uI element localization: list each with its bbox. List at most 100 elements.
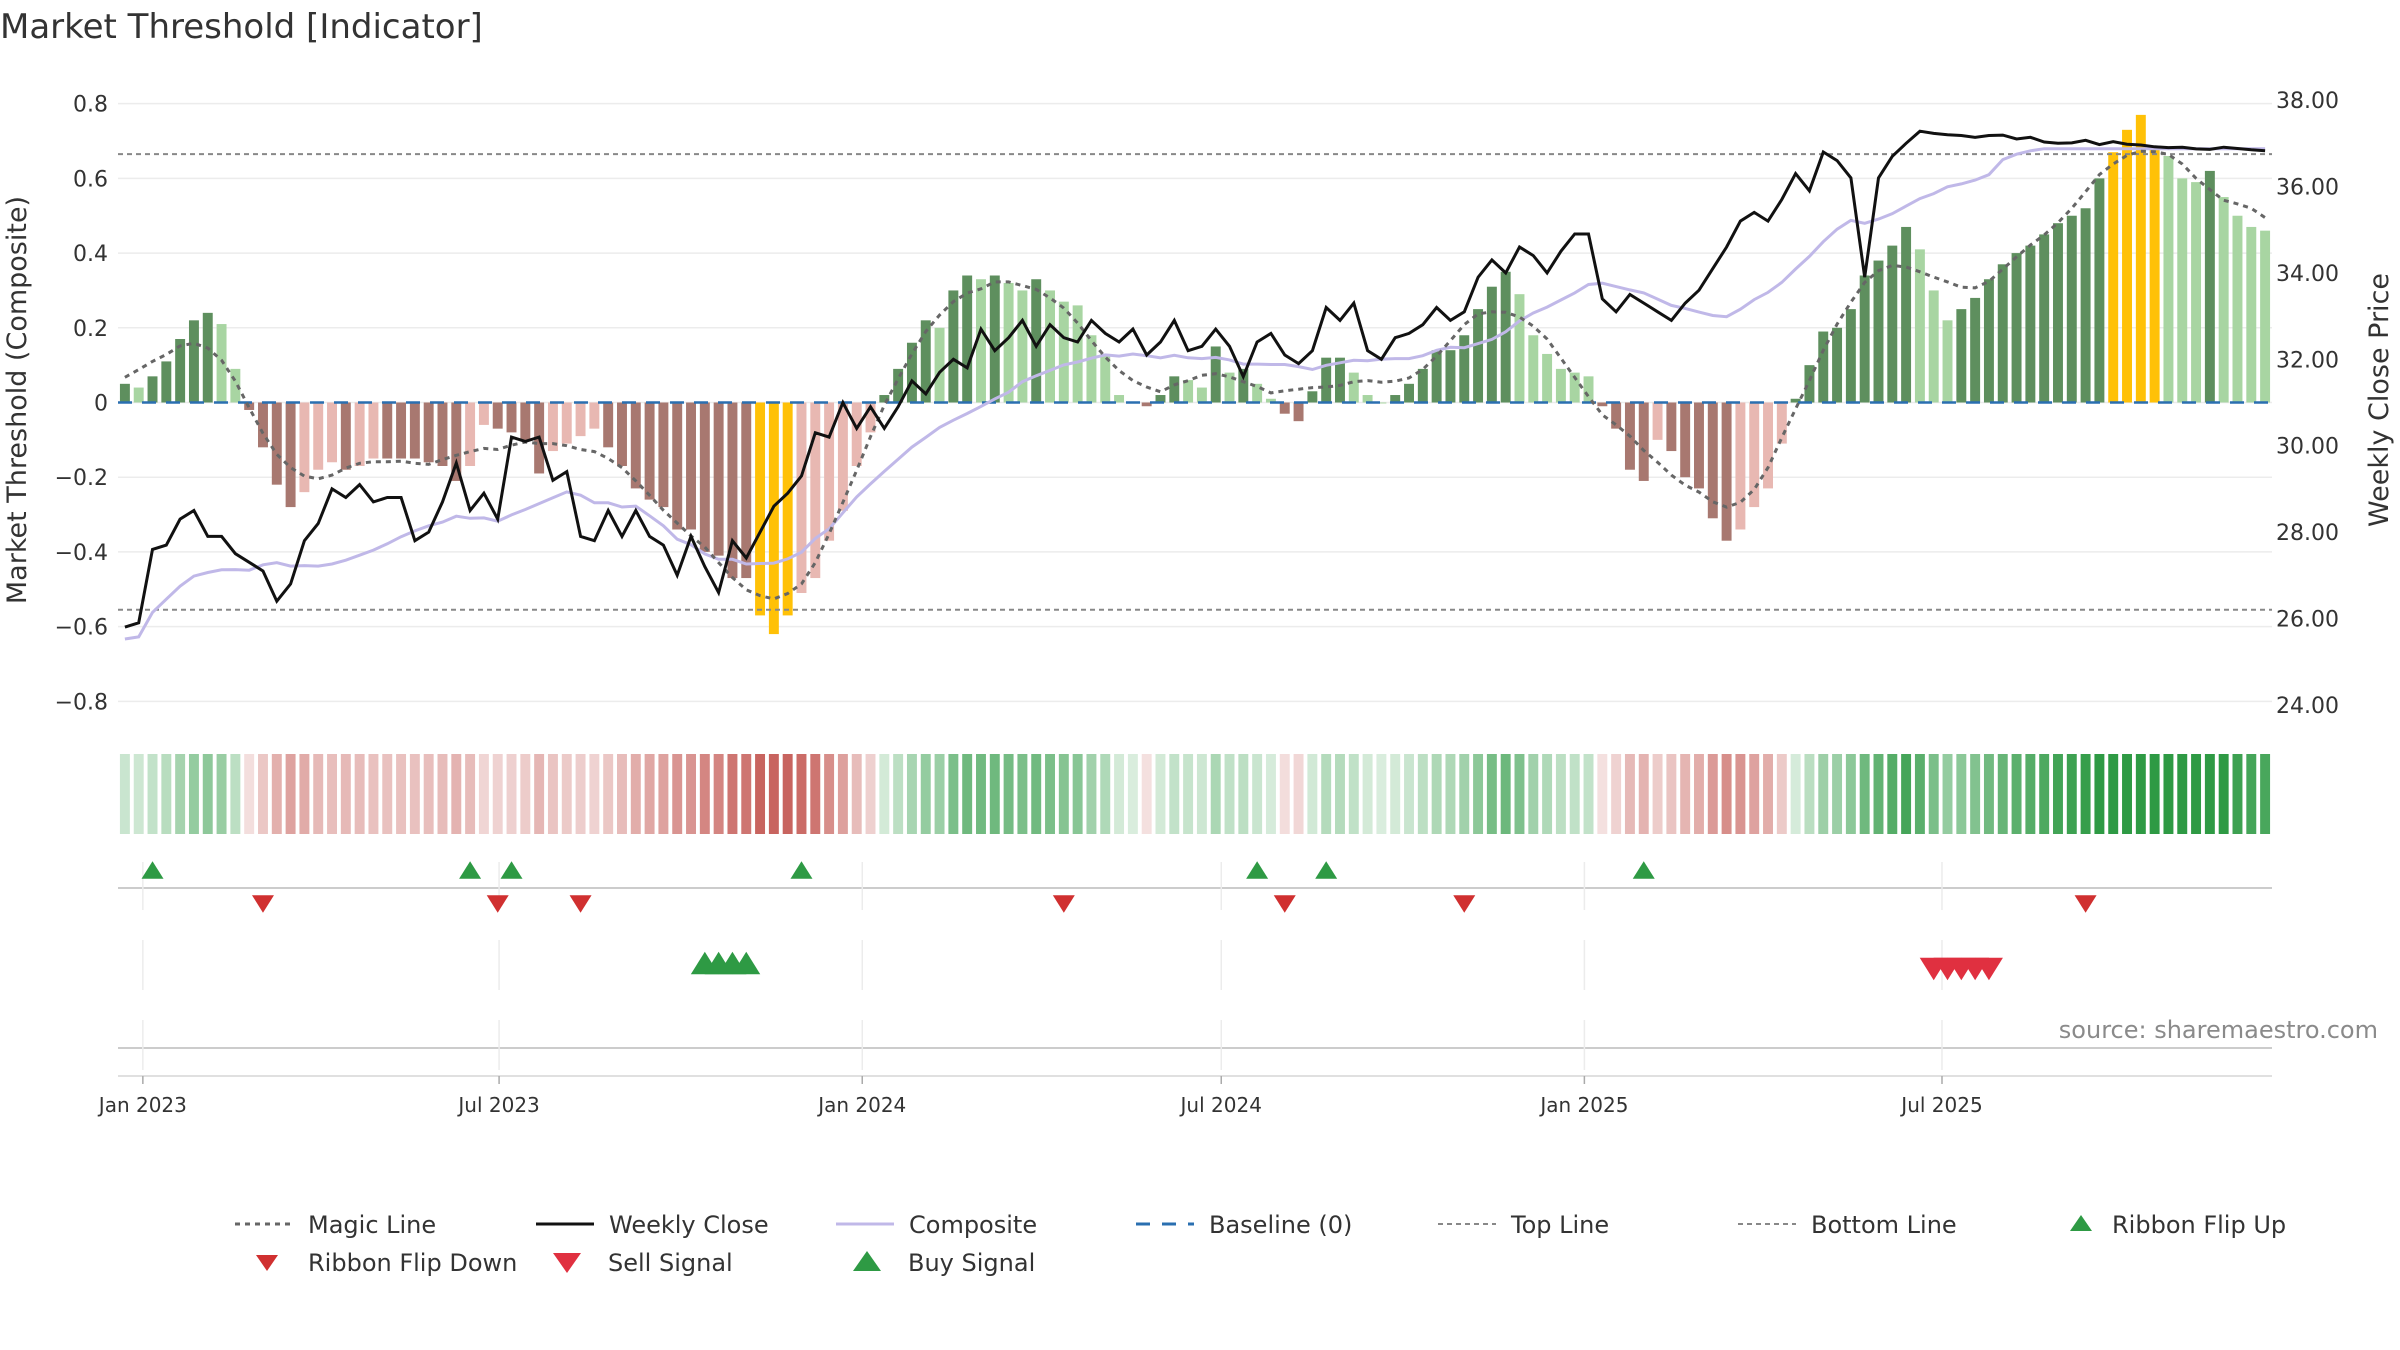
composite-bar — [1404, 383, 1414, 403]
composite-bar — [1569, 372, 1580, 403]
sell-signal-marker — [1974, 957, 2003, 981]
left-tick-label: −0.8 — [55, 690, 108, 715]
composite-bar — [1887, 245, 1898, 403]
ribbon-cell — [409, 754, 420, 834]
ribbon-cell — [1721, 754, 1732, 834]
legend-label-flip_up: Ribbon Flip Up — [2112, 1211, 2286, 1239]
ribbon-cell — [893, 754, 904, 834]
composite-bar — [216, 324, 227, 403]
legend: Magic Line Weekly Close Composite Baseline … — [235, 1211, 2286, 1277]
composite-bar — [893, 368, 904, 403]
ribbon-cell — [313, 754, 324, 834]
ribbon-cell — [2246, 754, 2257, 834]
composite-bar — [340, 402, 351, 470]
ribbon-cell — [1155, 754, 1166, 834]
ribbon-cell — [1127, 754, 1138, 834]
ribbon-cell — [534, 754, 545, 834]
ribbon-flip-up-marker — [141, 861, 164, 879]
legend-label-buy: Buy Signal — [908, 1249, 1035, 1277]
x-tick-label: Jul 2023 — [456, 1093, 539, 1117]
ribbon-cell — [2218, 754, 2229, 834]
ribbon-cell — [202, 754, 213, 834]
composite-bar — [1583, 376, 1594, 403]
ribbon-cell — [865, 754, 876, 834]
composite-bar — [147, 376, 158, 403]
legend-label-sell: Sell Signal — [608, 1249, 733, 1277]
magic-line — [124, 149, 2266, 601]
ribbon-cell — [547, 754, 558, 834]
ribbon-flip-up-marker — [459, 861, 482, 879]
ribbon-cell — [630, 754, 641, 834]
composite-bar — [2053, 223, 2063, 403]
composite-bar — [2218, 197, 2229, 403]
ribbon-cell — [2149, 754, 2160, 834]
ribbon-cell — [1376, 754, 1387, 834]
composite-line — [124, 147, 2266, 641]
ribbon-flip-down-marker — [486, 895, 509, 913]
ribbon-cell — [796, 754, 807, 834]
composite-bar — [409, 402, 420, 459]
composite-bar — [1859, 275, 1870, 403]
composite-bars — [119, 114, 2271, 635]
ribbon-cell — [2260, 754, 2271, 834]
right-tick-label: 26.00 — [2276, 607, 2339, 632]
legend-label-flip_down: Ribbon Flip Down — [308, 1249, 517, 1277]
ribbon-cell — [1362, 754, 1373, 834]
composite-bar — [188, 320, 199, 403]
ribbon-cell — [644, 754, 655, 834]
composite-bar — [1983, 279, 1994, 403]
ribbon-cell — [948, 754, 959, 834]
composite-bar — [465, 402, 476, 466]
composite-bar — [851, 402, 862, 466]
ribbon-cell — [1528, 754, 1539, 834]
ribbon-cell — [299, 754, 310, 834]
ribbon-cell — [1818, 754, 1829, 834]
ribbon-cell — [1141, 754, 1152, 834]
left-tick-label: 0.4 — [73, 242, 108, 267]
composite-bar — [755, 402, 766, 616]
ribbon-cell — [244, 754, 255, 834]
y-axis-label-right: Weekly Close Price — [2364, 273, 2395, 527]
composite-bar — [1832, 327, 1843, 403]
ribbon-cell — [1003, 754, 1014, 834]
x-tick-label: Jan 2023 — [97, 1093, 187, 1117]
ribbon-cell — [603, 754, 614, 834]
ribbon-cell — [1832, 754, 1843, 834]
ribbon-cell — [1624, 754, 1635, 834]
composite-bar — [1500, 271, 1511, 403]
ribbon-cell — [1707, 754, 1718, 834]
composite-bar — [1914, 249, 1925, 403]
composite-bar — [1652, 402, 1663, 440]
composite-bar — [1473, 309, 1484, 403]
composite-bar — [1376, 402, 1387, 404]
ribbon-cell — [755, 754, 766, 834]
composite-bar — [1997, 264, 2008, 403]
ribbon-cell — [1335, 754, 1345, 834]
series-lines — [118, 129, 2272, 641]
composite-bar — [1086, 335, 1097, 403]
source-label: source: sharemaestro.com — [2059, 1016, 2378, 1044]
composite-bar — [258, 402, 268, 448]
composite-bar — [1486, 286, 1497, 403]
ribbon-cell — [810, 754, 821, 834]
ribbon-cell — [258, 754, 268, 834]
ribbon-cell — [768, 754, 779, 834]
composite-bar — [741, 402, 752, 579]
ribbon-cell — [1901, 754, 1912, 834]
right-axis-ticks: 38.00 36.00 34.00 32.00 30.00 28.00 26.00 24.00 — [2276, 89, 2339, 719]
composite-bar — [1459, 335, 1470, 403]
ribbon-cell — [1196, 754, 1207, 834]
composite-bar — [1763, 402, 1773, 489]
ribbon-cell — [1680, 754, 1691, 834]
ribbon-cell — [1970, 754, 1981, 834]
composite-bar — [1694, 402, 1704, 489]
left-tick-label: 0.6 — [73, 167, 108, 192]
ribbon-cell — [1348, 754, 1359, 834]
left-axis-ticks: 0.8 0.6 0.4 0.2 0 −0.2 −0.4 −0.6 −0.8 — [55, 93, 108, 716]
composite-bar — [1611, 402, 1622, 429]
composite-bar — [1845, 309, 1856, 403]
x-tick-label: Jan 2025 — [1538, 1093, 1628, 1117]
composite-bar — [879, 395, 890, 403]
composite-bar — [1721, 402, 1732, 541]
